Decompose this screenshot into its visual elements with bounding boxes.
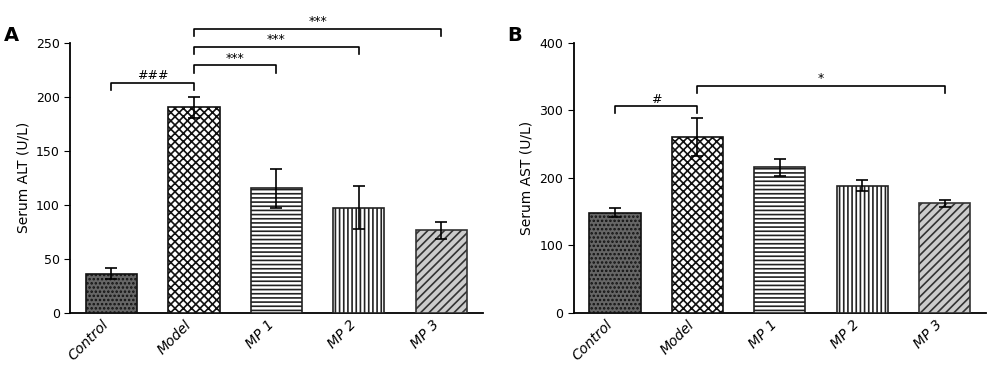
Bar: [919, 203, 970, 313]
Text: ***: ***: [267, 33, 286, 46]
Bar: [333, 208, 384, 313]
Bar: [86, 274, 137, 313]
Bar: [589, 213, 641, 313]
Text: ###: ###: [137, 69, 168, 82]
Bar: [416, 230, 467, 313]
Bar: [672, 137, 723, 313]
Bar: [168, 107, 220, 313]
Text: B: B: [508, 26, 522, 45]
Text: A: A: [4, 26, 19, 45]
Bar: [837, 185, 888, 313]
Bar: [754, 167, 805, 313]
Y-axis label: Serum ALT (U/L): Serum ALT (U/L): [16, 122, 30, 233]
Bar: [251, 188, 302, 313]
Text: ***: ***: [308, 15, 327, 28]
Y-axis label: Serum AST (U/L): Serum AST (U/L): [520, 121, 534, 234]
Text: #: #: [651, 93, 661, 106]
Text: ***: ***: [226, 52, 245, 65]
Text: *: *: [818, 72, 824, 86]
